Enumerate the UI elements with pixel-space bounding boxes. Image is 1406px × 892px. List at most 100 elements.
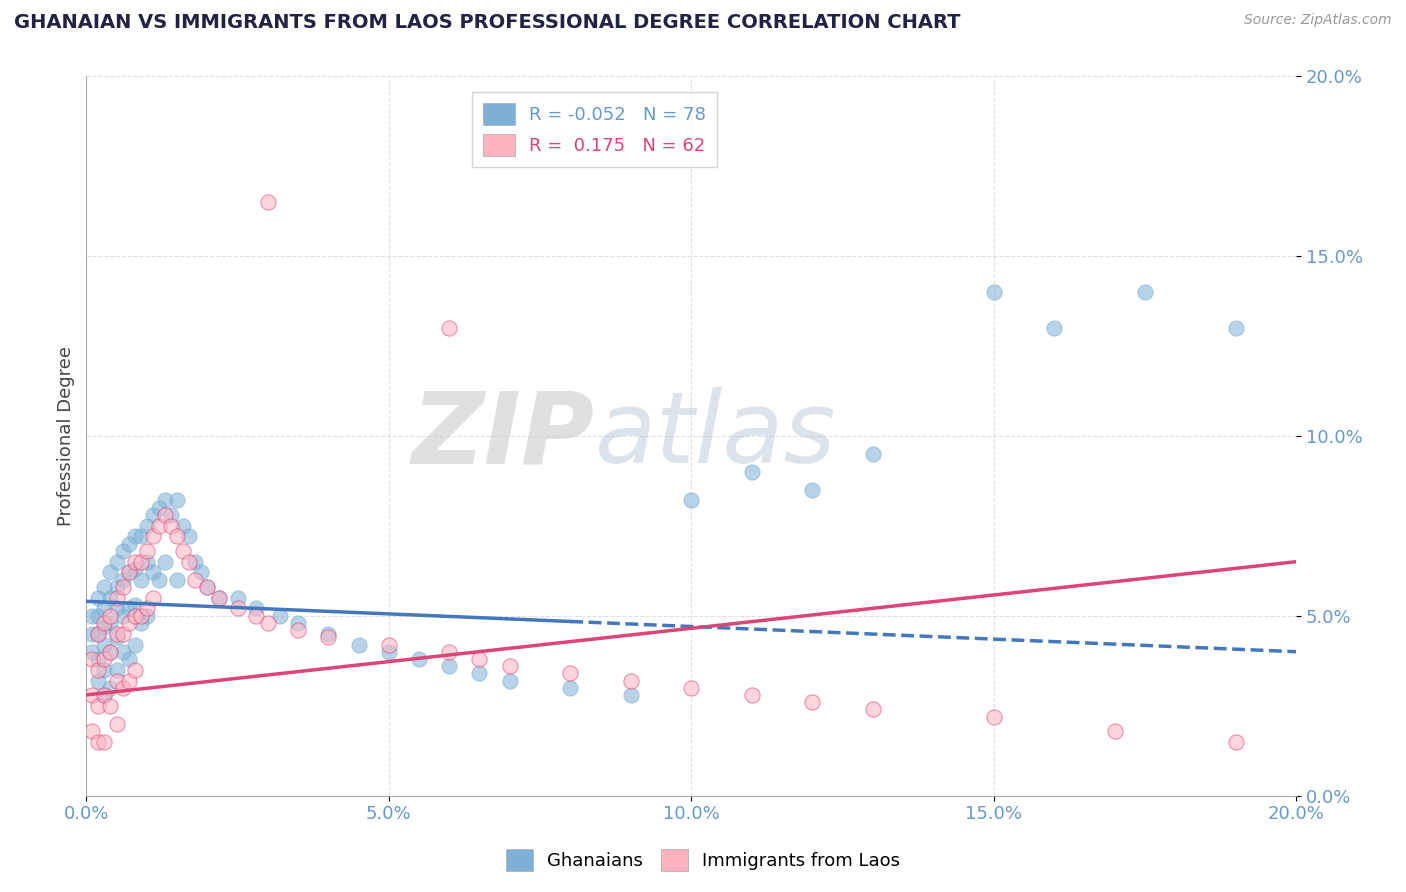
Point	[226, 601, 249, 615]
Text: GHANAIAN VS IMMIGRANTS FROM LAOS PROFESSIONAL DEGREE CORRELATION CHART: GHANAIAN VS IMMIGRANTS FROM LAOS PROFESS…	[14, 13, 960, 32]
Legend: Ghanaians, Immigrants from Laos: Ghanaians, Immigrants from Laos	[498, 842, 908, 879]
Point	[226, 591, 249, 605]
Point	[82, 608, 104, 623]
Point	[87, 626, 110, 640]
Point	[148, 573, 170, 587]
Point	[142, 566, 165, 580]
Point	[142, 529, 165, 543]
Point	[105, 601, 128, 615]
Point	[100, 698, 122, 713]
Point	[560, 666, 582, 681]
Point	[377, 638, 399, 652]
Point	[468, 652, 491, 666]
Point	[468, 666, 491, 681]
Point	[153, 493, 176, 508]
Point	[142, 508, 165, 522]
Point	[105, 555, 128, 569]
Point	[439, 320, 461, 334]
Point	[100, 591, 122, 605]
Point	[681, 493, 703, 508]
Point	[124, 663, 146, 677]
Point	[190, 566, 212, 580]
Point	[135, 601, 157, 615]
Point	[82, 626, 104, 640]
Point	[117, 673, 139, 688]
Point	[105, 591, 128, 605]
Point	[87, 673, 110, 688]
Point	[179, 555, 201, 569]
Point	[87, 652, 110, 666]
Point	[129, 529, 152, 543]
Point	[117, 601, 139, 615]
Point	[208, 591, 231, 605]
Point	[87, 591, 110, 605]
Point	[135, 608, 157, 623]
Point	[439, 659, 461, 673]
Point	[87, 698, 110, 713]
Point	[105, 580, 128, 594]
Point	[87, 626, 110, 640]
Point	[135, 544, 157, 558]
Point	[111, 573, 134, 587]
Point	[160, 518, 183, 533]
Point	[93, 735, 115, 749]
Point	[93, 601, 115, 615]
Point	[142, 591, 165, 605]
Point	[287, 623, 309, 637]
Point	[105, 663, 128, 677]
Point	[1225, 735, 1247, 749]
Point	[111, 626, 134, 640]
Point	[184, 555, 207, 569]
Point	[111, 645, 134, 659]
Point	[111, 544, 134, 558]
Point	[93, 663, 115, 677]
Point	[93, 638, 115, 652]
Point	[124, 555, 146, 569]
Text: atlas: atlas	[595, 387, 837, 484]
Point	[129, 555, 152, 569]
Point	[100, 681, 122, 695]
Point	[741, 688, 763, 702]
Point	[148, 500, 170, 515]
Point	[316, 630, 339, 644]
Point	[166, 573, 188, 587]
Point	[983, 285, 1005, 299]
Point	[129, 573, 152, 587]
Point	[801, 483, 824, 497]
Point	[1133, 285, 1156, 299]
Point	[153, 508, 176, 522]
Point	[172, 544, 194, 558]
Point	[82, 645, 104, 659]
Point	[439, 645, 461, 659]
Point	[166, 529, 188, 543]
Point	[499, 673, 522, 688]
Point	[117, 566, 139, 580]
Point	[124, 562, 146, 576]
Point	[117, 615, 139, 630]
Point	[105, 630, 128, 644]
Point	[100, 645, 122, 659]
Point	[499, 659, 522, 673]
Point	[347, 638, 370, 652]
Point	[148, 518, 170, 533]
Point	[100, 645, 122, 659]
Point	[179, 529, 201, 543]
Point	[1043, 320, 1066, 334]
Text: Source: ZipAtlas.com: Source: ZipAtlas.com	[1244, 13, 1392, 28]
Point	[208, 591, 231, 605]
Point	[124, 598, 146, 612]
Point	[184, 573, 207, 587]
Point	[256, 194, 278, 209]
Point	[100, 566, 122, 580]
Point	[111, 681, 134, 695]
Point	[124, 638, 146, 652]
Y-axis label: Professional Degree: Professional Degree	[58, 345, 75, 525]
Point	[93, 652, 115, 666]
Point	[195, 580, 218, 594]
Point	[100, 608, 122, 623]
Point	[166, 493, 188, 508]
Point	[87, 735, 110, 749]
Point	[82, 652, 104, 666]
Point	[983, 709, 1005, 723]
Legend: R = -0.052   N = 78, R =  0.175   N = 62: R = -0.052 N = 78, R = 0.175 N = 62	[471, 92, 717, 167]
